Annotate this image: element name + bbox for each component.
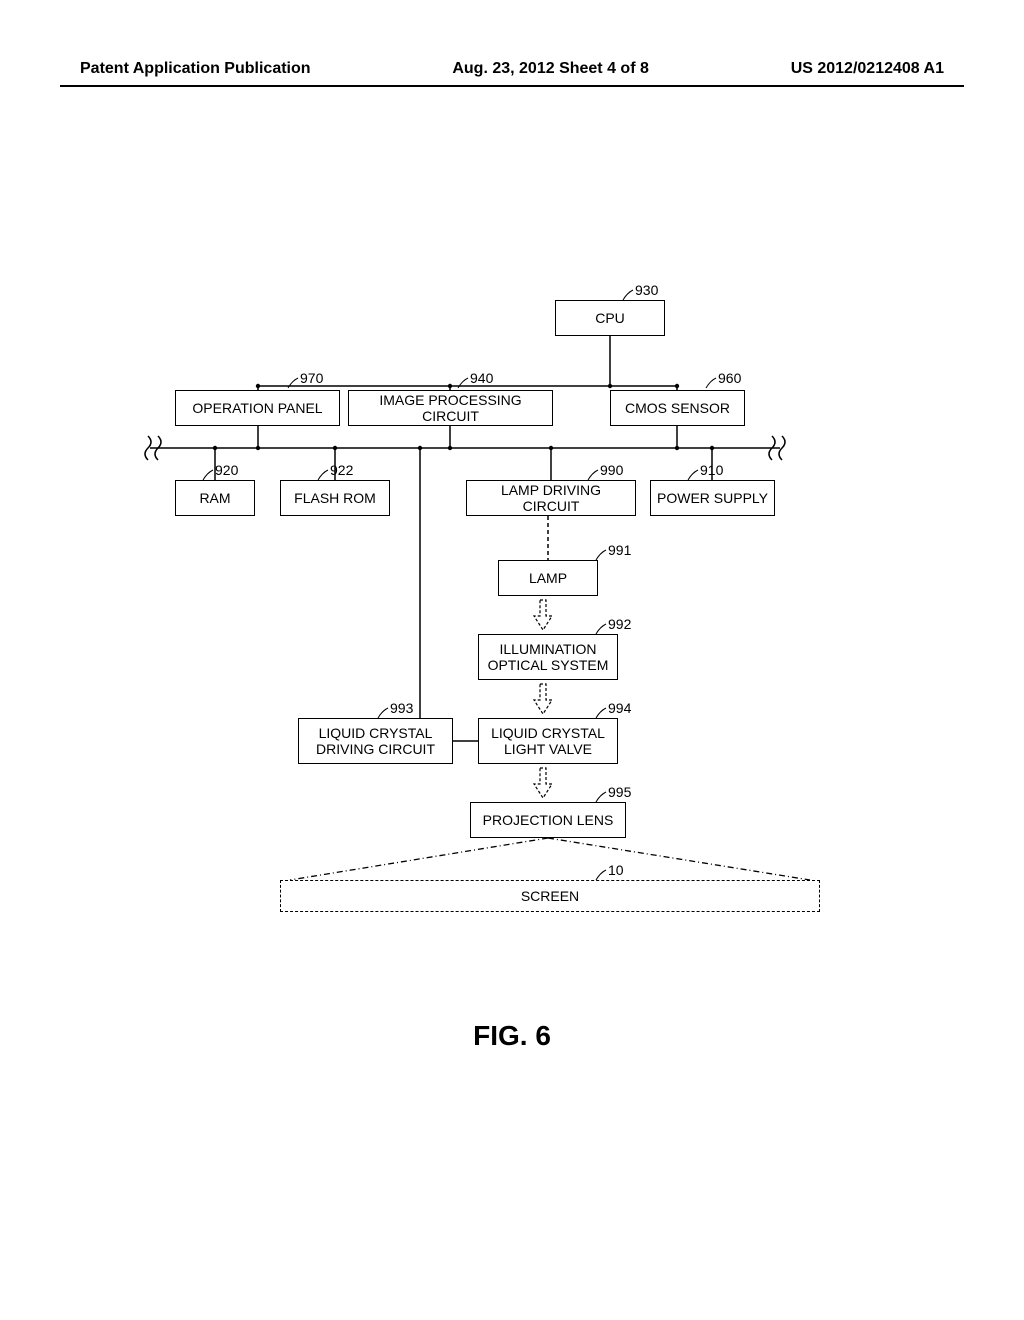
block-cpu: CPU bbox=[555, 300, 665, 336]
refnum-screen: 10 bbox=[608, 862, 624, 878]
block-power-supply: POWER SUPPLY bbox=[650, 480, 775, 516]
refnum-lcd-drv: 993 bbox=[390, 700, 413, 716]
header-center: Aug. 23, 2012 Sheet 4 of 8 bbox=[452, 60, 649, 78]
block-label: IMAGE PROCESSING CIRCUIT bbox=[353, 392, 548, 424]
block-label: ILLUMINATION OPTICAL SYSTEM bbox=[488, 641, 609, 673]
block-label: RAM bbox=[199, 490, 230, 506]
block-image-processing: IMAGE PROCESSING CIRCUIT bbox=[348, 390, 553, 426]
refnum-op-panel: 970 bbox=[300, 370, 323, 386]
block-label: LAMP bbox=[529, 570, 567, 586]
block-projection-lens: PROJECTION LENS bbox=[470, 802, 626, 838]
refnum-illum: 992 bbox=[608, 616, 631, 632]
block-label: LAMP DRIVING CIRCUIT bbox=[471, 482, 631, 514]
refnum-cmos: 960 bbox=[718, 370, 741, 386]
block-lcd-valve: LIQUID CRYSTAL LIGHT VALVE bbox=[478, 718, 618, 764]
refnum-proj-lens: 995 bbox=[608, 784, 631, 800]
block-ram: RAM bbox=[175, 480, 255, 516]
block-label: OPERATION PANEL bbox=[192, 400, 322, 416]
refnum-img-proc: 940 bbox=[470, 370, 493, 386]
page-header: Patent Application Publication Aug. 23, … bbox=[0, 60, 1024, 78]
block-lamp-driving: LAMP DRIVING CIRCUIT bbox=[466, 480, 636, 516]
refnum-flash: 922 bbox=[330, 462, 353, 478]
block-label: CPU bbox=[595, 310, 625, 326]
block-label: LIQUID CRYSTAL LIGHT VALVE bbox=[491, 725, 605, 757]
block-label: POWER SUPPLY bbox=[657, 490, 768, 506]
refnum-power: 910 bbox=[700, 462, 723, 478]
block-screen: SCREEN bbox=[280, 880, 820, 912]
block-cmos-sensor: CMOS SENSOR bbox=[610, 390, 745, 426]
block-label: PROJECTION LENS bbox=[483, 812, 614, 828]
header-left: Patent Application Publication bbox=[80, 60, 311, 78]
refnum-cpu: 930 bbox=[635, 282, 658, 298]
block-lamp: LAMP bbox=[498, 560, 598, 596]
block-label: LIQUID CRYSTAL DRIVING CIRCUIT bbox=[316, 725, 435, 757]
refnum-lamp-drv: 990 bbox=[600, 462, 623, 478]
block-flash-rom: FLASH ROM bbox=[280, 480, 390, 516]
refnum-lcd-valve: 994 bbox=[608, 700, 631, 716]
block-operation-panel: OPERATION PANEL bbox=[175, 390, 340, 426]
header-right: US 2012/0212408 A1 bbox=[791, 60, 944, 78]
block-label: CMOS SENSOR bbox=[625, 400, 730, 416]
header-rule bbox=[60, 85, 964, 87]
block-diagram: CPU 930 OPERATION PANEL 970 IMAGE PROCES… bbox=[0, 220, 1024, 1120]
refnum-ram: 920 bbox=[215, 462, 238, 478]
figure-caption: FIG. 6 bbox=[0, 1020, 1024, 1052]
block-label: SCREEN bbox=[521, 888, 579, 904]
block-illumination-optical: ILLUMINATION OPTICAL SYSTEM bbox=[478, 634, 618, 680]
block-label: FLASH ROM bbox=[294, 490, 376, 506]
block-lcd-driving: LIQUID CRYSTAL DRIVING CIRCUIT bbox=[298, 718, 453, 764]
refnum-lamp: 991 bbox=[608, 542, 631, 558]
